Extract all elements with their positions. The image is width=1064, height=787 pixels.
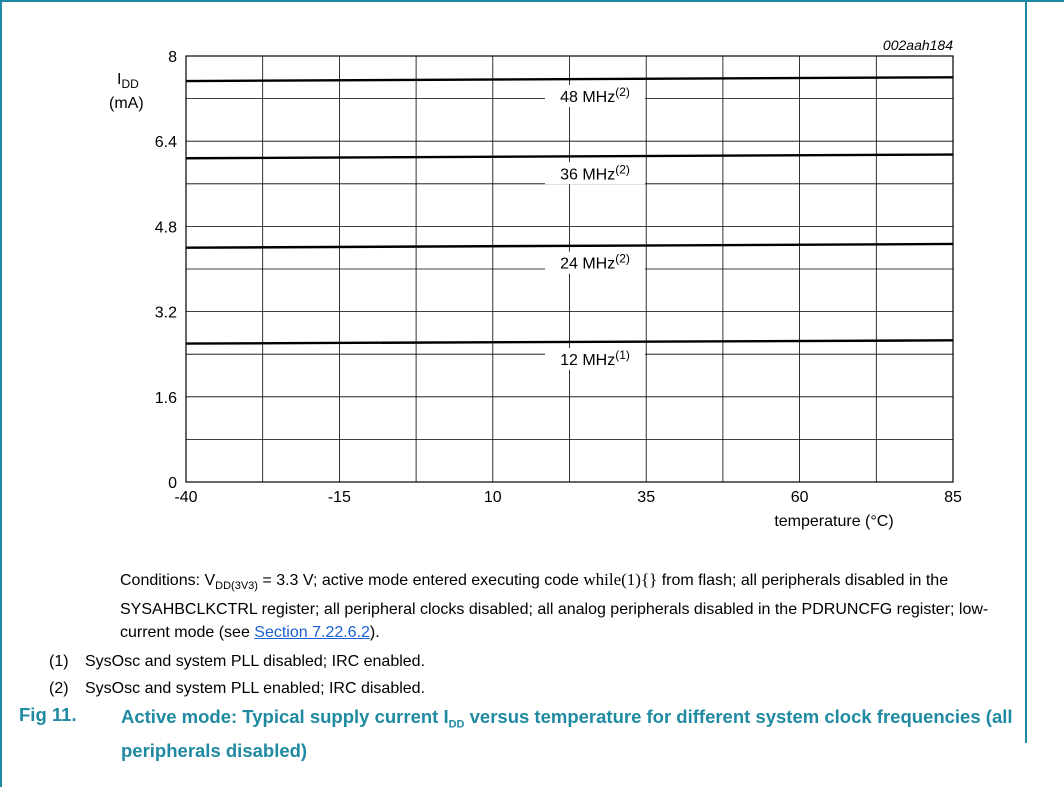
series-line bbox=[185, 153, 954, 160]
frame-right-border bbox=[1025, 0, 1027, 787]
series-label-note: (2) bbox=[615, 162, 630, 176]
series-line bbox=[185, 339, 954, 345]
note-2: (2) SysOsc and system PLL enabled; IRC di… bbox=[49, 680, 425, 698]
series-label: 12 MHz(1) bbox=[560, 348, 630, 369]
series-label-name: 48 MHz bbox=[560, 89, 615, 106]
frame-top-border bbox=[0, 0, 1064, 2]
plot-area-frame bbox=[185, 55, 954, 483]
x-tick-label: 35 bbox=[637, 489, 655, 506]
y-axis-unit: (mA) bbox=[109, 95, 144, 112]
note-1-text: SysOsc and system PLL disabled; IRC enab… bbox=[85, 653, 426, 670]
code-snippet: while(1){} bbox=[583, 570, 658, 589]
frame-bottom-mask bbox=[1024, 743, 1064, 787]
note-1: (1) SysOsc and system PLL disabled; IRC e… bbox=[49, 653, 425, 671]
conditions-suffix: ). bbox=[369, 624, 380, 642]
series-label: 48 MHz(2) bbox=[560, 85, 630, 106]
series-label-background bbox=[545, 162, 645, 185]
y-tick-label: 3.2 bbox=[155, 305, 177, 322]
series-label-name: 24 MHz bbox=[560, 256, 615, 273]
figure-id-code: 002aah184 bbox=[883, 37, 953, 53]
series-label-note: (2) bbox=[615, 252, 630, 266]
x-axis-label: temperature (°C) bbox=[774, 513, 893, 530]
series-label-name: 12 MHz bbox=[560, 352, 615, 369]
series-label-background bbox=[545, 251, 645, 274]
x-tick-label: 85 bbox=[944, 489, 962, 506]
y-tick-label: 0 bbox=[168, 475, 177, 492]
series-label-note: (1) bbox=[615, 348, 630, 362]
y-tick-label: 1.6 bbox=[155, 390, 177, 407]
series-label-name: 36 MHz bbox=[560, 166, 615, 183]
x-tick-label: 10 bbox=[484, 489, 502, 506]
x-tick-label: -40 bbox=[174, 489, 197, 506]
figure-label: Fig 11. bbox=[19, 704, 77, 725]
section-link[interactable]: Section 7.22.6.2 bbox=[254, 624, 370, 642]
chart-series-lines bbox=[185, 76, 954, 345]
caption-part-b: versus temperature for different system … bbox=[121, 706, 1013, 761]
figure-caption: Active mode: Typical supply current IDD … bbox=[121, 704, 1021, 763]
chart-figure: 48 MHz(2)36 MHz(2)24 MHz(2)12 MHz(1) -40… bbox=[109, 37, 962, 530]
chart-series-labels: 48 MHz(2)36 MHz(2)24 MHz(2)12 MHz(1) bbox=[545, 85, 645, 370]
conditions-part-b: = 3.3 V; active mode entered executing c… bbox=[257, 572, 584, 589]
note-2-text: SysOsc and system PLL enabled; IRC disab… bbox=[85, 680, 426, 697]
series-label: 24 MHz(2) bbox=[560, 252, 630, 273]
series-label-note: (2) bbox=[615, 85, 630, 99]
conditions-prefix: Conditions: V bbox=[120, 572, 216, 589]
series-label-background bbox=[545, 347, 645, 370]
x-tick-label: 60 bbox=[791, 489, 809, 506]
frame-left-border bbox=[0, 0, 2, 787]
note-1-number: (1) bbox=[49, 653, 69, 670]
y-axis-label: IDD bbox=[117, 71, 139, 91]
caption-part-a: Active mode: Typical supply current I bbox=[121, 706, 449, 727]
y-tick-label: 6.4 bbox=[155, 134, 177, 151]
conditions-text: Conditions: VDD(3V3) = 3.3 V; active mod… bbox=[120, 568, 1000, 644]
series-line bbox=[185, 242, 954, 249]
y-tick-label: 4.8 bbox=[155, 219, 177, 236]
x-tick-label: -15 bbox=[328, 489, 351, 506]
vdd-subscript: DD(3V3) bbox=[215, 580, 258, 593]
caption-subscript: DD bbox=[448, 718, 465, 731]
series-line bbox=[185, 76, 954, 83]
note-2-number: (2) bbox=[49, 680, 69, 697]
y-tick-label: 8 bbox=[168, 49, 177, 66]
series-label-background bbox=[545, 85, 645, 108]
conditions-part-c: from flash; all peripherals disabled in … bbox=[120, 572, 989, 642]
chart-tick-labels: -40 -15 10 35 60 85 0 1.6 3.2 4.8 6.4 8 bbox=[155, 49, 962, 506]
series-label: 36 MHz(2) bbox=[560, 162, 630, 183]
